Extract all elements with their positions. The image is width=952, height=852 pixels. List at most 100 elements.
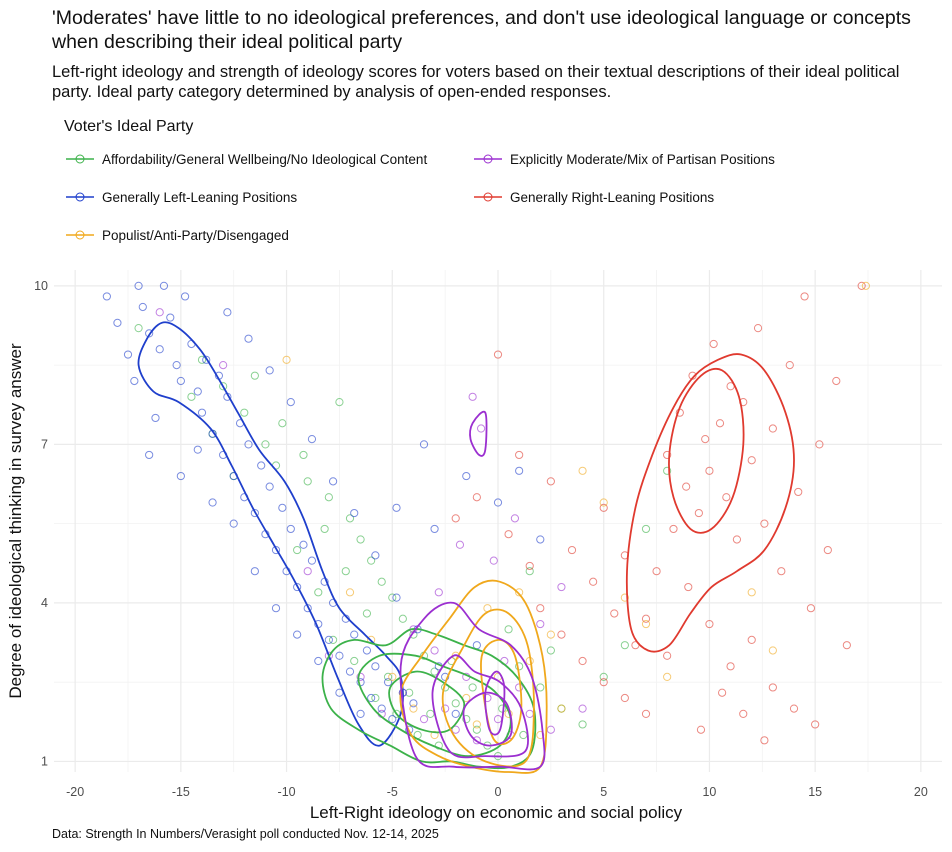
data-point (371, 693, 380, 703)
data-point (536, 535, 545, 544)
data-point (441, 704, 450, 713)
data-point (229, 519, 238, 528)
data-point (462, 715, 471, 724)
data-point (155, 345, 164, 354)
x-tick-label: 15 (808, 785, 822, 799)
x-tick-label: 5 (600, 785, 607, 799)
data-point (525, 567, 534, 576)
data-point (383, 672, 393, 681)
x-tick-label: -15 (172, 785, 190, 799)
legend-key-right (474, 192, 502, 202)
data-point (250, 508, 259, 518)
data-point (789, 704, 799, 713)
data-point (557, 704, 566, 713)
data-point (419, 440, 429, 449)
data-point (356, 672, 365, 681)
data-point (705, 466, 714, 475)
chart-subtitle: Left-right ideology and strength of ideo… (52, 63, 900, 101)
legend-label-moderate: Explicitly Moderate/Mix of Partisan Posi… (510, 151, 775, 167)
data-point (515, 662, 524, 671)
data-point (546, 630, 555, 639)
data-point (599, 503, 608, 512)
data-point (599, 672, 608, 681)
data-point (367, 556, 376, 565)
data-point (722, 493, 731, 502)
data-point (138, 302, 147, 312)
data-point (299, 540, 308, 549)
data-point (610, 609, 619, 618)
data-point (726, 662, 735, 671)
data-point (536, 604, 545, 613)
density-contour (137, 321, 404, 747)
legend-key-moderate (474, 154, 502, 164)
data-point (419, 715, 429, 724)
x-tick-label: 0 (495, 785, 502, 799)
data-point (388, 672, 397, 681)
data-point (578, 720, 587, 729)
density-contour (484, 670, 506, 736)
data-point (282, 355, 291, 364)
data-point (768, 646, 777, 655)
data-point (307, 434, 317, 444)
legend-label-populist: Populist/Anti-Party/Disengaged (102, 227, 289, 243)
data-point (663, 450, 672, 460)
data-point (250, 567, 259, 576)
legend-point (483, 154, 493, 164)
data-point (293, 545, 302, 555)
data-point (392, 593, 401, 602)
data-point (515, 683, 524, 692)
data-point (701, 434, 710, 444)
legend-label-right: Generally Right-Leaning Positions (510, 189, 715, 205)
data-point (328, 477, 338, 486)
data-point (324, 651, 333, 660)
data-point (244, 334, 253, 343)
data-point (350, 656, 359, 666)
data-point (155, 308, 164, 317)
data-point (324, 493, 333, 502)
y-tick-label: 7 (41, 437, 48, 451)
data-point (536, 683, 545, 692)
data-point (794, 487, 803, 497)
data-point (176, 471, 185, 481)
density-contour (399, 579, 548, 774)
data-point (641, 614, 651, 623)
density-contour (431, 654, 529, 759)
legend-label-affordability: Affordability/General Wellbeing/No Ideol… (102, 151, 428, 167)
data-point (468, 392, 477, 401)
data-point (193, 445, 202, 454)
data-point (493, 498, 503, 507)
legend-key-populist (66, 230, 94, 240)
data-point (641, 524, 651, 534)
data-point (768, 683, 777, 692)
data-point (832, 376, 841, 386)
data-point (451, 514, 460, 523)
data-point (472, 736, 481, 745)
data-point (271, 545, 281, 555)
data-point (696, 725, 706, 734)
data-point (489, 556, 498, 565)
data-point (823, 545, 832, 555)
data-point (240, 408, 249, 417)
x-tick-label: -5 (387, 785, 398, 799)
data-point (567, 545, 577, 555)
data-point (392, 503, 401, 512)
data-point (328, 635, 338, 644)
data-point (462, 471, 471, 481)
data-point (815, 440, 824, 449)
data-point (383, 678, 393, 687)
data-point (356, 709, 365, 718)
data-point (102, 292, 111, 301)
x-tick-label: -20 (66, 785, 84, 799)
data-point (684, 582, 693, 592)
data-point (303, 567, 312, 576)
data-point (806, 604, 816, 613)
data-point (472, 725, 481, 734)
data-point (747, 588, 756, 597)
data-point (398, 614, 407, 623)
data-point (405, 688, 414, 697)
data-point (434, 741, 443, 750)
data-point (320, 524, 329, 534)
data-point (430, 646, 439, 655)
data-point (314, 588, 323, 597)
data-point (278, 503, 287, 512)
